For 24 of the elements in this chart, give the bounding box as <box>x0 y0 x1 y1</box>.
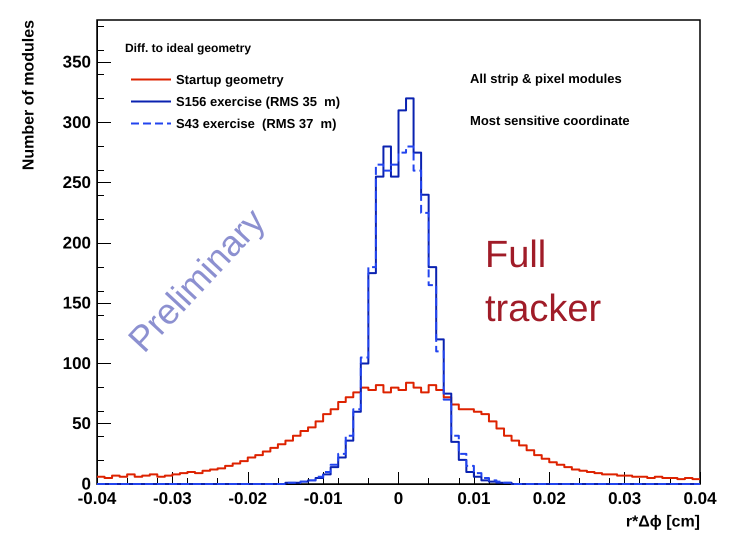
x-tick-label: 0 <box>394 489 404 508</box>
y-tick-label: 300 <box>62 112 91 132</box>
x-tick-label: 0.02 <box>532 489 566 508</box>
y-tick-label: 100 <box>62 354 91 373</box>
annotation: Full tracker <box>485 234 602 330</box>
x-tick-label: -0.01 <box>304 489 342 508</box>
y-tick-label: 250 <box>62 173 91 192</box>
x-tick-label: 0.04 <box>683 489 718 508</box>
y-tick-label: 350 <box>62 52 91 72</box>
legend-label: S156 exercise (RMS 35 m) <box>176 94 340 109</box>
x-tick-label: -0.03 <box>153 489 192 508</box>
y-axis-title: Number of modules <box>20 20 38 170</box>
x-tick-label: 0.01 <box>457 489 490 508</box>
y-tick-label: 150 <box>62 294 91 313</box>
x-tick-label: 0.03 <box>608 489 642 508</box>
y-tick-label: 200 <box>62 233 91 252</box>
annotation: All strip & pixel modules <box>470 71 622 86</box>
y-tick-label: 50 <box>72 414 91 434</box>
legend-title: Diff. to ideal geometry <box>125 41 252 55</box>
annotation: Most sensitive coordinate <box>470 113 630 128</box>
x-tick-label: -0.02 <box>228 489 268 508</box>
legend-label: S43 exercise (RMS 37 m) <box>176 116 336 131</box>
x-axis-title: r*Δϕ [cm] <box>626 514 700 530</box>
legend-label: Startup geometry <box>176 72 284 87</box>
